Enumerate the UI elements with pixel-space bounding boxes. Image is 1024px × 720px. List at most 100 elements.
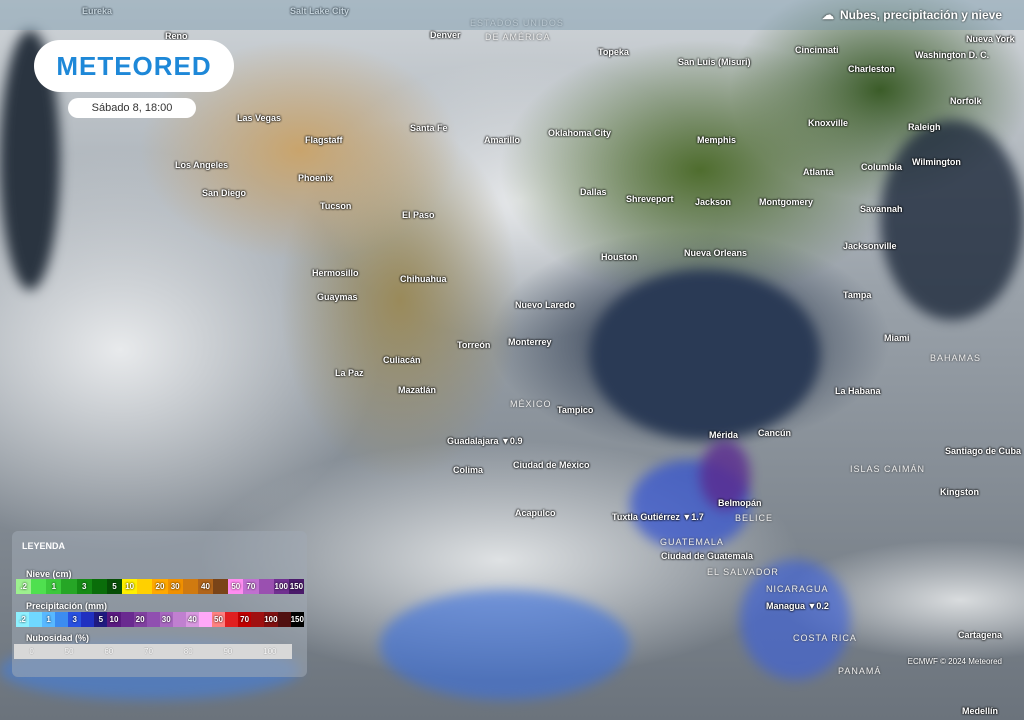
city-label[interactable]: El Paso: [402, 210, 435, 220]
city-label[interactable]: Medellín: [962, 706, 999, 716]
city-label[interactable]: Santa Fe: [410, 123, 448, 133]
city-label[interactable]: Mérida: [709, 430, 739, 440]
city-label[interactable]: Knoxville: [808, 118, 849, 128]
city-label[interactable]: Cartagena: [958, 630, 1003, 640]
precip-scale-cell: [251, 612, 265, 627]
city-label[interactable]: Norfolk: [950, 96, 982, 106]
snow-scale-cell: 100: [273, 579, 289, 594]
city-label[interactable]: La Paz: [335, 368, 364, 378]
precip-scale-cell: 3: [68, 612, 82, 627]
city-label[interactable]: Jackson: [695, 197, 732, 207]
city-label[interactable]: Nuevo Laredo: [515, 300, 576, 310]
snow-label: Nieve (cm): [26, 569, 72, 579]
precip-scale-cell: [172, 612, 186, 627]
cloud-scale-tick: 90: [223, 647, 233, 656]
city-label[interactable]: Amarillo: [484, 135, 521, 145]
city-label[interactable]: Salt Lake City: [290, 6, 350, 16]
city-label[interactable]: Miami: [884, 333, 910, 343]
cloud-scale-tick: 60: [104, 647, 114, 656]
city-label[interactable]: Guaymas: [317, 292, 358, 302]
city-label[interactable]: Charleston: [848, 64, 896, 74]
city-label[interactable]: Topeka: [598, 47, 629, 57]
snow-scale-cell: 50: [228, 579, 244, 594]
precip-scale: .2 1 3 5 10 20 30 40 50 70 100 150: [16, 612, 304, 627]
city-label[interactable]: Tampico: [557, 405, 594, 415]
country-label: EL SALVADOR: [707, 567, 779, 577]
legend-title: LEYENDA: [22, 541, 66, 551]
city-label[interactable]: Los Angeles: [175, 160, 229, 170]
city-label[interactable]: Cancún: [758, 428, 792, 438]
city-label[interactable]: Las Vegas: [237, 113, 282, 123]
precip-scale-cell: .2: [16, 612, 30, 627]
city-label[interactable]: Memphis: [697, 135, 737, 145]
city-label[interactable]: Nueva Orleans: [684, 248, 748, 258]
city-label[interactable]: Washington D. C.: [915, 50, 990, 60]
city-label[interactable]: Phoenix: [298, 173, 334, 183]
city-label[interactable]: Nueva York: [966, 34, 1015, 44]
snow-scale-cell: [213, 579, 229, 594]
city-label[interactable]: Managua ▼0.2: [766, 601, 829, 611]
city-label[interactable]: Shreveport: [626, 194, 674, 204]
cloud-scale-tick: 100: [263, 647, 277, 656]
city-label[interactable]: Jacksonville: [843, 241, 897, 251]
city-label[interactable]: Reno: [165, 31, 188, 41]
city-label[interactable]: Ciudad de México: [513, 460, 590, 470]
city-label[interactable]: Montgomery: [759, 197, 813, 207]
city-label[interactable]: Denver: [430, 30, 461, 40]
city-label[interactable]: Cincinnati: [795, 45, 839, 55]
snow-scale-cell: 30: [167, 579, 183, 594]
city-label[interactable]: Savannah: [860, 204, 903, 214]
city-label[interactable]: San Diego: [202, 188, 247, 198]
precip-scale-cell: [55, 612, 69, 627]
city-label[interactable]: Wilmington: [912, 157, 961, 167]
snow-scale-cell: [258, 579, 274, 594]
precip-scale-cell: [29, 612, 43, 627]
city-label[interactable]: La Habana: [835, 386, 881, 396]
city-label[interactable]: Ciudad de Guatemala: [661, 551, 754, 561]
city-label[interactable]: Flagstaff: [305, 135, 343, 145]
snow-scale-cell: 3: [76, 579, 92, 594]
city-label[interactable]: Monterrey: [508, 337, 552, 347]
city-label[interactable]: Santiago de Cuba: [945, 446, 1022, 456]
city-label[interactable]: Tucson: [320, 201, 352, 211]
city-label[interactable]: San Luis (Misuri): [678, 57, 751, 67]
city-label[interactable]: Eureka: [82, 6, 113, 16]
precip-scale-cell: 50: [211, 612, 225, 627]
city-label[interactable]: Acapulco: [515, 508, 556, 518]
snow-scale-cell: [182, 579, 198, 594]
city-label[interactable]: Atlanta: [803, 167, 834, 177]
city-label[interactable]: Columbia: [861, 162, 903, 172]
logo[interactable]: METEORED: [34, 40, 234, 92]
city-label[interactable]: Chihuahua: [400, 274, 447, 284]
snow-scale-cell: [31, 579, 47, 594]
city-label[interactable]: Colima: [453, 465, 484, 475]
country-label: COSTA RICA: [793, 633, 857, 643]
country-label: BAHAMAS: [930, 353, 982, 363]
cloud-rain-icon: ☁: [821, 8, 834, 22]
city-label[interactable]: Kingston: [940, 487, 979, 497]
city-label[interactable]: Torreón: [457, 340, 491, 350]
precip-scale-cell: 100: [264, 612, 278, 627]
precip-label: Precipitación (mm): [26, 601, 108, 611]
city-label[interactable]: Culiacán: [383, 355, 421, 365]
country-label: DE AMÉRICA: [485, 32, 551, 42]
city-label[interactable]: Mazatlán: [398, 385, 437, 395]
city-label[interactable]: Tuxtla Gutiérrez ▼1.7: [612, 512, 704, 522]
country-label: PANAMÁ: [838, 666, 882, 676]
city-label[interactable]: Belmopán: [718, 498, 762, 508]
city-label[interactable]: Raleigh: [908, 122, 941, 132]
city-label[interactable]: Guadalajara ▼0.9: [447, 436, 523, 446]
city-label[interactable]: Houston: [601, 252, 638, 262]
date-selector[interactable]: Sábado 8, 18:00: [68, 98, 196, 118]
snow-scale-cell: 5: [106, 579, 123, 594]
layer-selector[interactable]: ☁ Nubes, precipitación y nieve: [821, 8, 1002, 22]
city-label[interactable]: Tampa: [843, 290, 872, 300]
cloud-scale: 0 50 60 70 80 90 100: [14, 644, 292, 659]
city-label[interactable]: Oklahoma City: [548, 128, 612, 138]
snow-scale-cell: 10: [122, 579, 138, 594]
city-label[interactable]: Hermosillo: [312, 268, 359, 278]
precip-scale-cell: 40: [185, 612, 199, 627]
snow-scale-cell: 1: [46, 579, 62, 594]
city-label[interactable]: Dallas: [580, 187, 607, 197]
snow-scale-cell: [137, 579, 153, 594]
